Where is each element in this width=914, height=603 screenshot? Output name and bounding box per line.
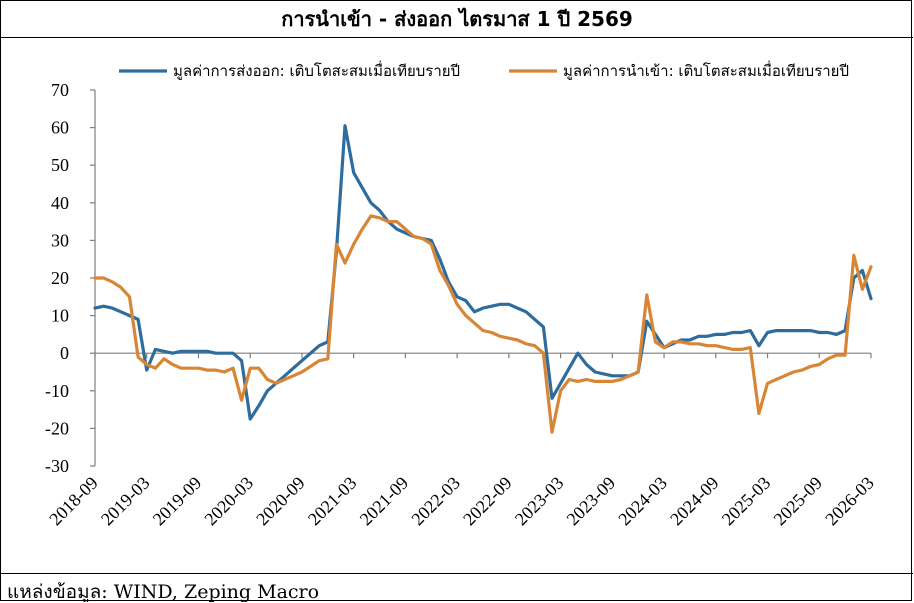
legend: มูลค่าการส่งออก: เติบโตสะสมเมื่อเทียบราย… [119,60,849,80]
x-tick-label: 2023-09 [563,473,620,530]
series-lines [93,124,873,434]
y-tick-label: 60 [51,118,69,138]
y-tick-label: -30 [45,456,69,476]
y-tick-label: 30 [51,230,69,250]
x-tick-label: 2020-03 [200,473,257,530]
x-tick-label: 2021-03 [304,473,361,530]
x-tick-label: 2020-09 [252,473,309,530]
y-tick-label: -20 [45,418,69,438]
y-tick-label: 20 [51,268,69,288]
x-tick-label: 2018-09 [45,473,102,530]
x-tick-label: 2025-03 [718,473,775,530]
export-series-line [93,124,873,421]
x-tick-label: 2025-09 [770,473,827,530]
x-tick-label: 2019-03 [97,473,154,530]
x-tick-label: 2026-03 [821,473,878,530]
y-tick-label: 70 [51,80,69,100]
x-tick-label: 2022-09 [459,473,516,530]
chart-title: การนำเข้า - ส่งออก ไตรมาส 1 ปี 2569 [1,1,913,38]
x-tick-label: 2023-03 [511,473,568,530]
y-tick-label: -10 [45,381,69,401]
axes: 706050403020100-10-20-302018-092019-0320… [45,80,878,529]
legend-label-export: มูลค่าการส่งออก: เติบโตสะสมเมื่อเทียบราย… [173,60,460,80]
source-note: แหล่งข้อมูล: WIND, Zeping Macro [1,573,913,602]
x-tick-label: 2024-09 [666,473,723,530]
y-tick-label: 50 [51,155,69,175]
x-tick-label: 2019-09 [149,473,206,530]
y-tick-label: 10 [51,306,69,326]
chart-plot: มูลค่าการส่งออก: เติบโตสะสมเมื่อเทียบราย… [45,60,878,529]
y-tick-label: 0 [60,343,69,363]
import-series-line [93,214,873,434]
y-tick-label: 40 [51,193,69,213]
x-tick-label: 2022-03 [407,473,464,530]
legend-label-import: มูลค่าการนำเข้า: เติบโตสะสมเมื่อเทียบราย… [563,60,849,80]
x-tick-label: 2021-09 [356,473,413,530]
x-tick-label: 2024-03 [614,473,671,530]
